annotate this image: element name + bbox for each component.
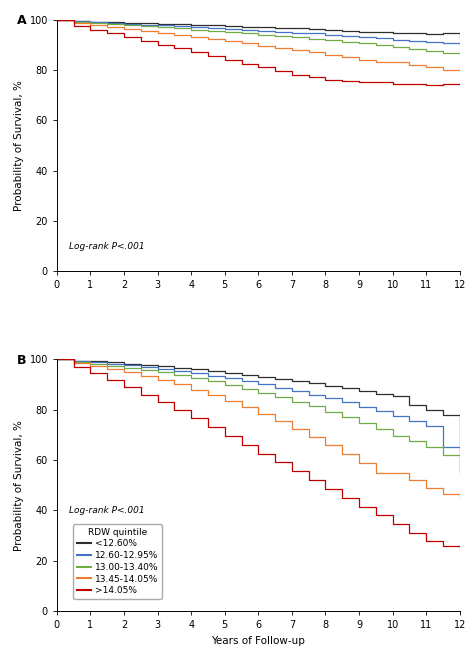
Y-axis label: Probability of Survival, %: Probability of Survival, % [14,80,24,211]
Legend: <12.60%, 12.60-12.95%, 13.00-13.40%, 13.45-14.05%, >14.05%: <12.60%, 12.60-12.95%, 13.00-13.40%, 13.… [73,524,162,599]
Text: Log-rank P<.001: Log-rank P<.001 [69,242,145,251]
Text: B: B [17,354,26,367]
Text: A: A [17,14,26,27]
Text: Log-rank P<.001: Log-rank P<.001 [69,506,145,515]
X-axis label: Years of Follow-up: Years of Follow-up [211,636,305,645]
Y-axis label: Probability of Survival, %: Probability of Survival, % [14,420,24,551]
